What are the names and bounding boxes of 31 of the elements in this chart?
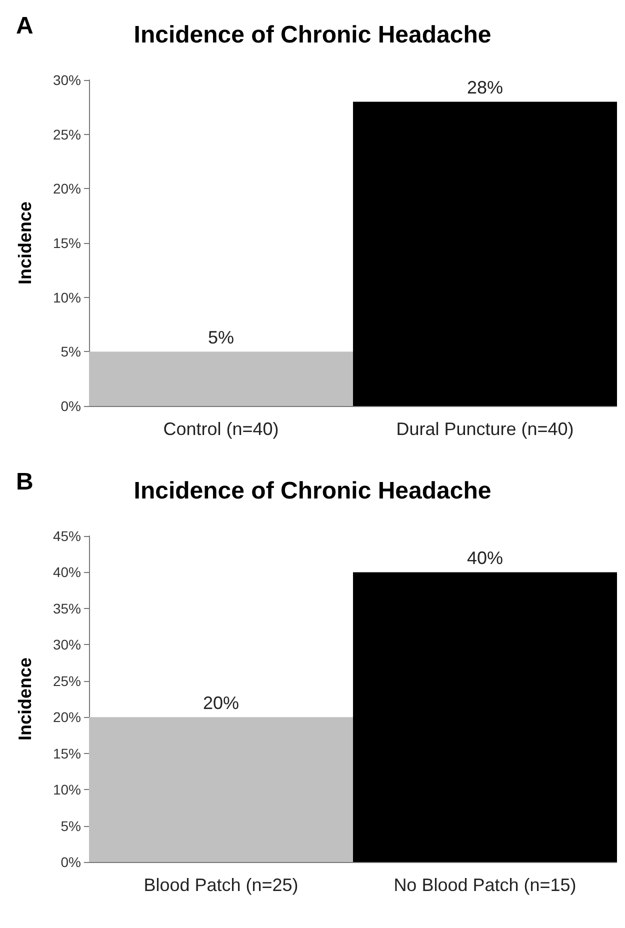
y-tick-label: 20% [52,180,81,197]
y-tick-label: 0% [60,854,81,870]
data-label: 28% [466,78,504,98]
data-label: 5% [208,328,234,348]
y-tick-label: 35% [52,600,81,616]
y-tick-label: 5% [60,344,81,360]
text: B [16,468,34,496]
x-tick-label: Blood Patch (n=25) [144,875,298,895]
y-axis-title: Incidence [15,201,35,285]
x-tick-label: Control (n=40) [163,419,279,439]
y-tick-label: 20% [52,709,81,726]
y-tick-label: 40% [52,564,81,580]
y-tick-label: 15% [52,235,81,251]
data-label: 20% [202,693,240,714]
x-tick-label: Dural Puncture (n=40) [396,419,574,439]
y-tick-label: 30% [52,72,81,88]
y-tick-label: 25% [52,126,81,142]
y-tick-label: 0% [60,398,81,414]
y-tick-label: 45% [52,528,81,544]
y-tick-label: 10% [52,782,81,798]
y-axis-title: Incidence [15,657,35,741]
chart-title: Incidence of Chronic Headache [134,478,492,504]
y-tick-label: 5% [60,818,81,834]
y-tick-label: 10% [52,289,81,306]
y-tick-label: 30% [52,636,81,653]
y-tick-label: 25% [52,672,81,689]
x-tick-label: No Blood Patch (n=15) [394,875,576,895]
text: A [16,12,34,40]
chart-title: Incidence of Chronic Headache [134,22,492,48]
y-tick-label: 15% [52,745,81,762]
data-label: 40% [466,548,504,568]
